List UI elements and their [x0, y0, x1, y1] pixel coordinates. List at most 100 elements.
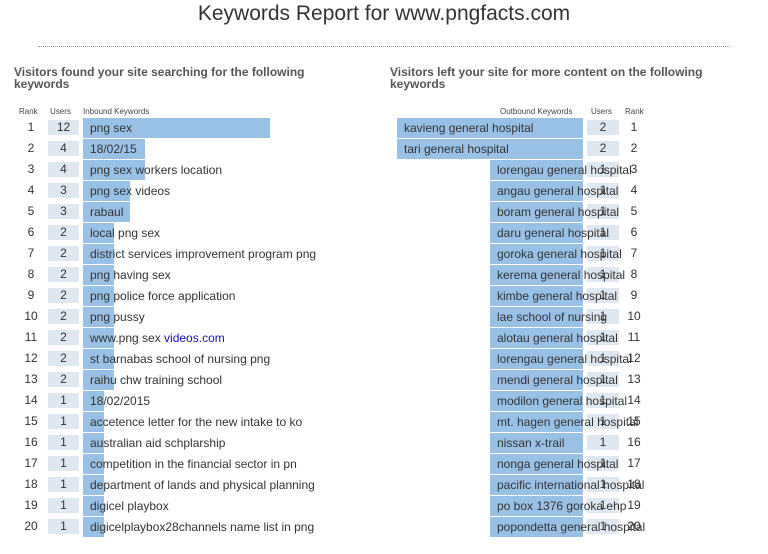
rank-cell: 5 [27, 204, 35, 218]
keyword-text[interactable]: kavieng general hospital [404, 121, 534, 135]
keyword-text[interactable]: st barnabas school of nursing png [90, 352, 271, 366]
keyword-bar [490, 475, 583, 495]
keyword-text[interactable]: department of lands and physical plannin… [90, 478, 315, 492]
rank-cell: 15 [627, 414, 641, 428]
rank-cell: 12 [24, 351, 38, 365]
users-cell: 1 [587, 183, 619, 198]
keyword-text[interactable]: png pussy [90, 310, 145, 324]
users-cell: 4 [48, 141, 79, 156]
users-cell: 1 [587, 351, 619, 366]
users-cell: 1 [587, 246, 619, 261]
rank-cell: 4 [27, 183, 35, 197]
keyword-bar [490, 265, 583, 285]
keyword-text[interactable]: local png sex [90, 226, 161, 240]
table-row: 1 mt. hagen general hospital 15 [0, 412, 768, 433]
report-title: Keywords Report for www.pngfacts.com [197, 2, 571, 25]
table-row: 1 12 png sex [0, 118, 768, 139]
keyword-bar [83, 433, 104, 453]
outbound-section-title: Visitors left your site for more content… [390, 65, 703, 91]
keyword-bar [490, 286, 583, 306]
keyword-text[interactable]: modilon general hospital [497, 394, 628, 408]
rank-cell: 1 [27, 120, 35, 134]
keyword-text[interactable]: 18/02/2015 [90, 394, 151, 408]
users-cell: 2 [48, 225, 79, 240]
table-row: 14 1 18/02/2015 [0, 391, 768, 412]
users-cell: 2 [48, 372, 79, 387]
rank-cell: 9 [630, 288, 638, 302]
keyword-text[interactable]: rabaul [90, 205, 124, 219]
keyword-text[interactable]: mendi general hospital [497, 373, 618, 387]
users-cell: 2 [587, 141, 619, 156]
keyword-text[interactable]: popondetta general hospital [497, 520, 646, 534]
keyword-text[interactable]: competition in the financial sector in p… [90, 457, 297, 471]
rank-cell: 2 [630, 141, 638, 155]
users-cell: 2 [48, 309, 79, 324]
inbound-rank-header: Rank [19, 107, 38, 116]
users-cell: 1 [587, 414, 619, 429]
keyword-text[interactable]: district services improvement program pn… [90, 247, 317, 261]
keyword-text[interactable]: nissan x-trail [497, 436, 565, 450]
keyword-text[interactable]: daru general hospital [497, 226, 610, 240]
keyword-text[interactable]: lorengau general hospital [497, 163, 632, 177]
keyword-text[interactable]: nonga general hospital [497, 457, 619, 471]
users-cell: 1 [587, 498, 619, 513]
rank-cell: 7 [27, 246, 35, 260]
keyword-text[interactable]: australian aid schplarship [90, 436, 226, 450]
rank-cell: 11 [24, 330, 38, 344]
keyword-text[interactable]: digicelplaybox28channels name list in pn… [90, 520, 315, 534]
keyword-text[interactable]: png police force application [90, 289, 236, 303]
keyword-text[interactable]: 18/02/15 [90, 142, 137, 156]
rank-cell: 20 [24, 519, 38, 533]
keyword-link[interactable]: videos.com [164, 331, 225, 345]
table-row: 1 boram general hospital 5 [0, 202, 768, 223]
outbound-keyword-header: Outbound Keywords [500, 107, 573, 116]
table-row: 4 3 png sex videos [0, 181, 768, 202]
rank-cell: 14 [627, 393, 641, 407]
keyword-text[interactable]: tari general hospital [404, 142, 509, 156]
keyword-text[interactable]: po box 1376 goroka ehp [497, 499, 627, 513]
table-row: 18 1 department of lands and physical plan… [0, 475, 768, 496]
keyword-text[interactable]: boram general hospital [497, 205, 620, 219]
table-row: 1 kimbe general hospital 9 [0, 286, 768, 307]
keyword-bar [83, 118, 270, 138]
keyword-text[interactable]: mt. hagen general hospital [497, 415, 639, 429]
table-row: 1 nissan x-trail 16 [0, 433, 768, 454]
keyword-text[interactable]: alotau general hospital [497, 331, 618, 345]
keyword-text[interactable]: angau general hospital [497, 184, 619, 198]
users-cell: 12 [48, 120, 79, 135]
keyword-text[interactable]: raihu chw training school [90, 373, 223, 387]
users-cell: 1 [48, 519, 79, 534]
rank-cell: 17 [24, 456, 38, 470]
table-row: 9 2 png police force application [0, 286, 768, 307]
keyword-text[interactable]: kimbe general hospital [497, 289, 618, 303]
keyword-text[interactable]: goroka general hospital [497, 247, 622, 261]
keyword-bar [83, 370, 114, 390]
keyword-text[interactable]: www.png sex videos.com [90, 331, 225, 345]
users-cell: 1 [587, 162, 619, 177]
rank-cell: 6 [27, 225, 35, 239]
keyword-bar [83, 412, 104, 432]
keyword-text[interactable]: png sex [90, 121, 133, 135]
keyword-bar [83, 202, 130, 222]
users-cell: 2 [587, 120, 619, 135]
table-row: 10 2 png pussy [0, 307, 768, 328]
keyword-text[interactable]: digicel playbox [90, 499, 169, 513]
keyword-bar [490, 370, 583, 390]
rank-cell: 5 [630, 204, 638, 218]
keyword-text[interactable]: lorengau general hospital [497, 352, 632, 366]
keyword-text[interactable]: kerema general hospital [497, 268, 626, 282]
keyword-text[interactable]: png having sex [90, 268, 171, 282]
rank-cell: 20 [627, 519, 641, 533]
keyword-text[interactable]: pacific international hospital [497, 478, 645, 492]
keyword-text[interactable]: png sex workers location [90, 163, 223, 177]
keyword-bar [83, 160, 145, 180]
table-row: 1 mendi general hospital 13 [0, 370, 768, 391]
keyword-text[interactable]: lae school of nursing [497, 310, 608, 324]
title-divider [38, 46, 730, 47]
rank-cell: 9 [27, 288, 35, 302]
keyword-bar [83, 496, 104, 516]
table-row: 17 1 competition in the financial sector i… [0, 454, 768, 475]
keyword-text[interactable]: accetence letter for the new intake to k… [90, 415, 303, 429]
users-cell: 1 [587, 519, 619, 534]
keyword-text[interactable]: png sex videos [90, 184, 171, 198]
